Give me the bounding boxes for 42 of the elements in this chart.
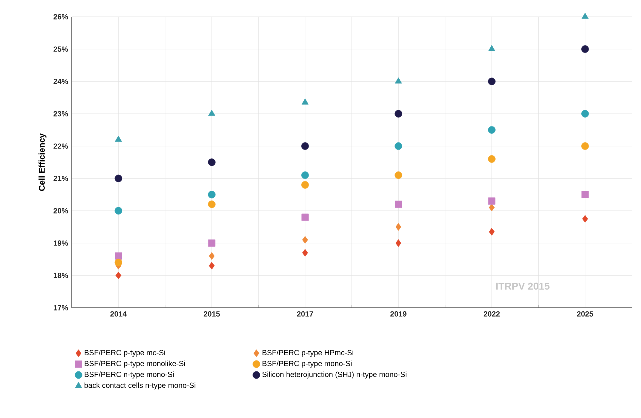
point <box>488 45 496 52</box>
point <box>489 204 495 212</box>
point <box>302 98 309 105</box>
point <box>396 223 402 231</box>
point <box>208 158 216 166</box>
point <box>302 214 309 222</box>
point <box>394 142 402 150</box>
point <box>208 240 216 247</box>
point <box>114 174 122 182</box>
point <box>302 236 308 244</box>
point <box>302 142 310 150</box>
point <box>488 78 496 86</box>
point <box>209 252 215 260</box>
point <box>582 13 589 20</box>
point <box>489 228 495 236</box>
point <box>395 78 402 84</box>
point <box>582 215 588 223</box>
point <box>582 142 590 150</box>
point <box>302 249 308 257</box>
point <box>488 155 496 164</box>
point <box>582 110 590 118</box>
point <box>394 172 402 180</box>
point <box>115 136 122 142</box>
point <box>302 172 310 180</box>
point <box>209 262 215 270</box>
point <box>488 126 496 134</box>
point <box>114 258 122 267</box>
point <box>114 207 122 215</box>
point <box>394 110 402 118</box>
point <box>208 110 216 116</box>
y-axis-title: Cell Efficiency <box>38 134 47 192</box>
point <box>488 198 496 205</box>
point <box>395 200 402 208</box>
point <box>302 181 310 189</box>
point <box>582 46 590 54</box>
point <box>208 200 216 208</box>
point <box>208 191 216 199</box>
point <box>116 272 122 280</box>
point <box>582 191 589 198</box>
annotation: ITRPV 2015 <box>496 282 550 290</box>
point <box>396 240 402 248</box>
point <box>115 252 122 260</box>
